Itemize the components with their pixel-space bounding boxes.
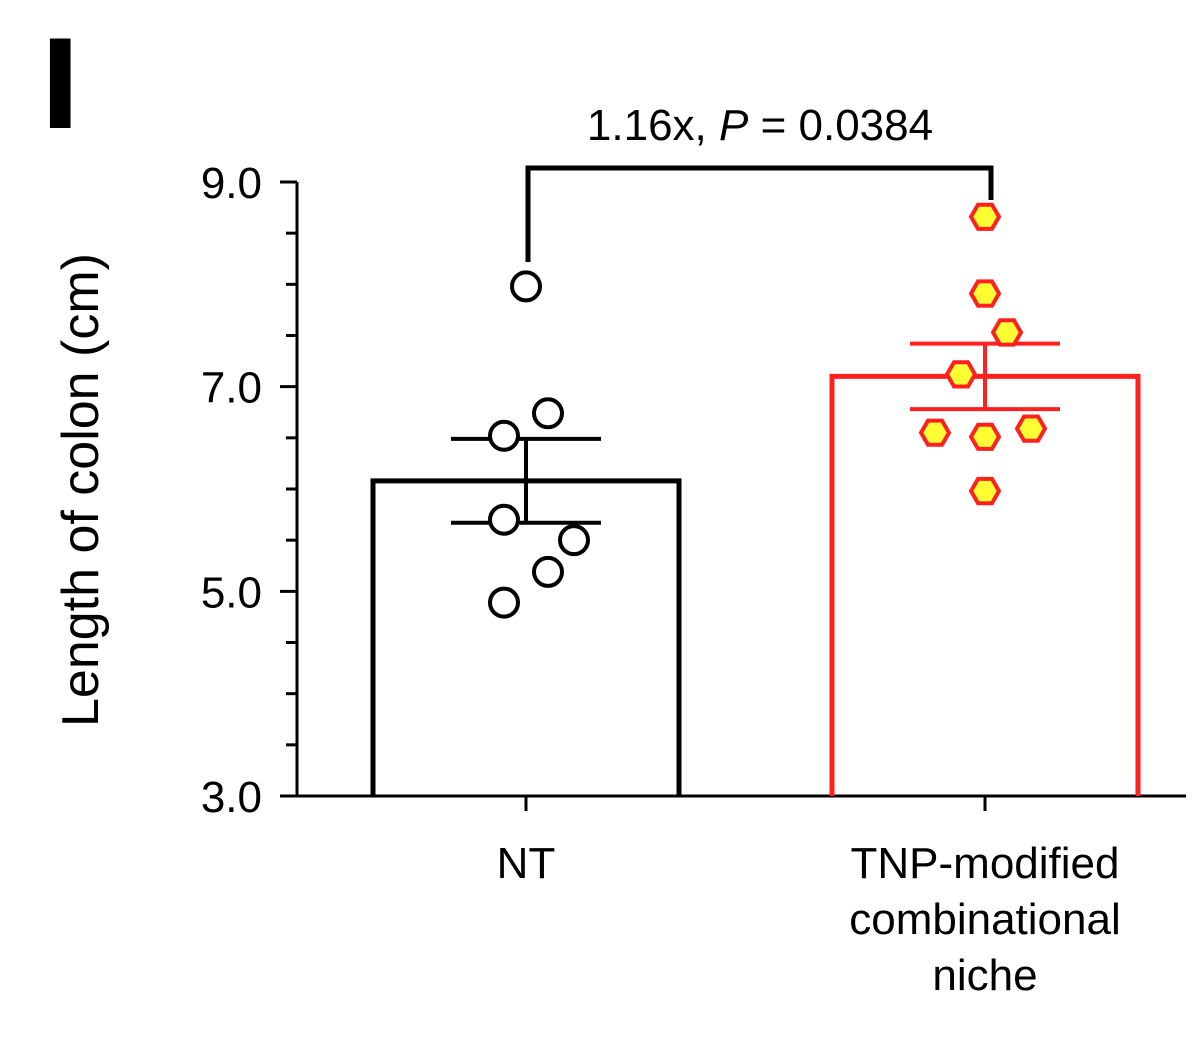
y-axis-label: Length of colon (cm) [52,253,110,727]
data-point-tnp-niche [918,418,952,447]
x-tick-label: NT [497,839,556,888]
y-tick-label: 7.0 [201,364,262,413]
error-bars [451,341,1060,525]
data-point-nt [488,503,520,536]
bar-nt [370,478,682,796]
data-point-tnp-niche [944,360,978,389]
data-point-tnp-niche [968,422,1002,451]
data-point-nt [532,397,564,430]
annotation-p-value: = 0.0384 [748,101,933,150]
y-ticks: 3.0 5.0 7.0 9.0 [201,159,297,822]
annotation-prefix: 1.16x, [587,101,719,150]
x-tick-labels: NT TNP-modified combinational niche [497,796,1121,1000]
data-point-nt [532,555,564,588]
x-tick-label: combinational [849,895,1121,944]
panel-label: l [40,18,80,156]
y-tick-label: 9.0 [201,159,262,208]
data-point-nt [558,524,590,557]
data-point-nt [488,419,520,452]
axes: 3.0 5.0 7.0 9.0 [201,159,1186,822]
significance-bracket [525,165,994,262]
data-point-tnp-niche [1014,414,1048,443]
data-points [488,202,1048,619]
significance-bracket-group: 1.16x, P = 0.0384 [525,101,994,262]
data-point-tnp-niche [968,279,1002,308]
data-point-tnp-niche [968,202,1002,231]
data-point-tnp-niche [990,318,1024,347]
y-tick-label: 5.0 [201,568,262,617]
data-point-nt [488,586,520,619]
annotation-p-symbol: P [719,101,749,150]
x-tick-label: TNP-modified [851,839,1120,888]
x-tick-label: niche [932,951,1037,1000]
data-point-nt [510,270,542,303]
significance-annotation: 1.16x, P = 0.0384 [587,101,933,150]
y-tick-label: 3.0 [201,773,262,822]
data-point-tnp-niche [968,476,1002,506]
